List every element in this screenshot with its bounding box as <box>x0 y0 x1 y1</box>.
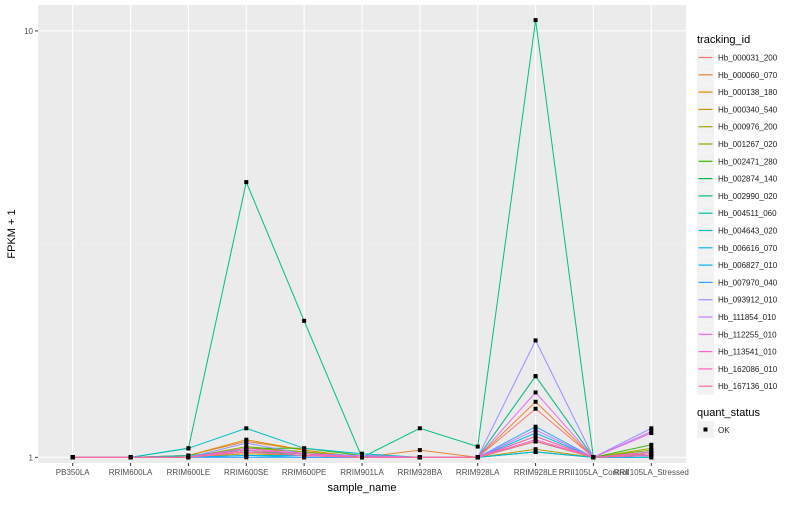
data-point-Hb_000060_070 <box>417 448 422 453</box>
data-point-Hb_004643_020 <box>302 446 307 451</box>
data-point-Hb_167136_010 <box>475 455 480 460</box>
data-point-Hb_167136_010 <box>186 455 191 460</box>
y-tick-label: 10 <box>24 27 33 36</box>
data-point-Hb_093912_010 <box>533 338 538 343</box>
data-point-Hb_167136_010 <box>70 455 75 460</box>
axes: 1 10 PB350LA RRIM600LA RRIM600LE RRIM600SE RRI… <box>24 27 689 477</box>
legend-label: Hb_000031_200 <box>718 54 778 63</box>
x-tick-label: RRII105LA_Stressed <box>614 468 689 477</box>
x-tick-label: RRIM928LE <box>514 468 558 477</box>
x-tick-label: RRIM600PE <box>282 468 326 477</box>
data-point-Hb_002990_020 <box>533 18 538 23</box>
x-tick-label: RRIM600SE <box>224 468 268 477</box>
x-tick-label: RRIM928BA <box>398 468 443 477</box>
x-tick-label: RRIM928LA <box>456 468 500 477</box>
legend-label: Hb_112255_010 <box>718 330 777 339</box>
data-point-Hb_004643_020 <box>244 426 249 431</box>
data-point-Hb_007970_040 <box>533 424 538 429</box>
legend-label: Hb_004511_060 <box>718 209 777 218</box>
data-point-Hb_167136_010 <box>591 455 596 460</box>
x-axis-title: sample_name <box>327 482 396 494</box>
data-point-Hb_002990_020 <box>417 426 422 431</box>
legend-label: Hb_111854_010 <box>718 313 777 322</box>
x-tick-label: RRII105LA_Control <box>559 468 629 477</box>
x-tick-label: RRIM600LE <box>167 468 211 477</box>
legend-label: Hb_000340_540 <box>718 105 778 114</box>
data-point-Hb_111854_010 <box>533 427 538 432</box>
y-tick-label: 1 <box>29 453 34 462</box>
data-point-Hb_000031_200 <box>533 406 538 411</box>
data-point-Hb_162086_010 <box>533 434 538 439</box>
legend-label: Hb_001267_020 <box>718 140 778 149</box>
legend-label: Hb_000976_200 <box>718 123 778 132</box>
data-point-Hb_112255_010 <box>533 390 538 395</box>
data-point-Hb_167136_010 <box>417 455 422 460</box>
legend-label: Hb_007970_040 <box>718 278 778 287</box>
data-point-Hb_167136_010 <box>649 451 654 456</box>
legend-label: Hb_162086_010 <box>718 365 778 374</box>
data-point-Hb_006616_070 <box>533 449 538 454</box>
data-point-Hb_004643_020 <box>186 446 191 451</box>
legend-label: Hb_006827_010 <box>718 261 778 270</box>
data-point-Hb_167136_010 <box>244 449 249 454</box>
data-point-Hb_006827_010 <box>533 431 538 436</box>
legend: tracking_id Hb_000031_200 Hb_000060_070 Hb… <box>697 34 778 438</box>
legend-label: Hb_002990_020 <box>718 192 778 201</box>
legend-title-tracking-id: tracking_id <box>697 34 750 46</box>
legend-label: Hb_113541_010 <box>718 348 777 357</box>
data-point-Hb_167136_010 <box>533 439 538 444</box>
legend-label: Hb_093912_010 <box>718 296 778 305</box>
legend-label: Hb_004643_020 <box>718 227 778 236</box>
data-point-Hb_002990_020 <box>302 318 307 323</box>
data-point-Hb_112255_010 <box>649 431 654 436</box>
data-point-Hb_007970_040 <box>244 455 249 460</box>
data-point-Hb_002990_020 <box>475 444 480 449</box>
legend-ok-square-icon <box>703 427 708 432</box>
legend-label: Hb_002471_280 <box>718 157 778 166</box>
legend-label: Hb_167136_010 <box>718 382 778 391</box>
data-point-Hb_000340_540 <box>533 447 538 452</box>
data-point-Hb_002990_020 <box>244 180 249 185</box>
data-point-Hb_093912_010 <box>244 441 249 446</box>
legend-title-quant-status: quant_status <box>697 407 760 419</box>
y-axis-title: FPKM + 1 <box>6 209 18 258</box>
data-points <box>70 18 654 460</box>
legend-label: Hb_000060_070 <box>718 71 778 80</box>
data-point-Hb_000060_070 <box>533 399 538 404</box>
data-point-Hb_167136_010 <box>360 455 364 460</box>
x-tick-label: PB350LA <box>56 468 90 477</box>
x-tick-label: RRIM901LA <box>340 468 384 477</box>
data-point-Hb_093912_010 <box>649 426 654 431</box>
data-point-Hb_000138_180 <box>244 437 249 442</box>
x-tick-label: RRIM600LA <box>109 468 153 477</box>
legend-label: Hb_006616_070 <box>718 244 778 253</box>
data-point-Hb_167136_010 <box>128 455 133 460</box>
data-point-Hb_004511_060 <box>533 374 538 379</box>
legend-label: Hb_000138_180 <box>718 88 778 97</box>
data-point-Hb_167136_010 <box>302 453 307 458</box>
legend-label: Hb_002874_140 <box>718 175 778 184</box>
data-point-Hb_002471_280 <box>649 442 654 447</box>
legend-label-ok: OK <box>718 426 730 435</box>
